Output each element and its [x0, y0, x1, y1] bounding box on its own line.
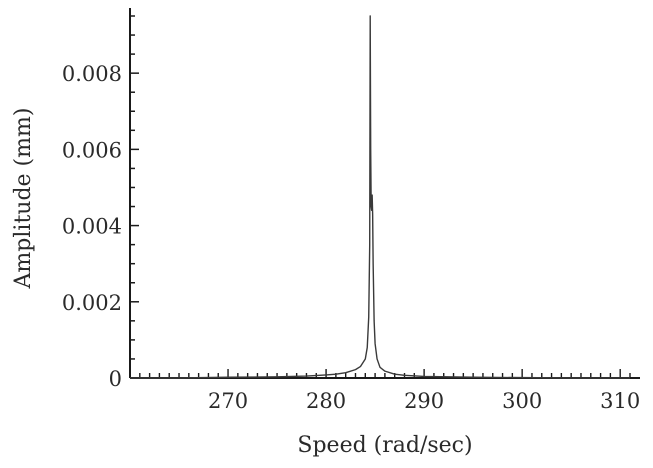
y-tick-label: 0.004: [62, 215, 122, 239]
y-tick-label: 0.002: [62, 291, 122, 315]
y-axis-title: Amplitude (mm): [11, 108, 36, 290]
y-tick-label: 0.006: [62, 138, 122, 162]
x-tick-label: 290: [404, 389, 444, 413]
x-tick-label: 310: [600, 389, 640, 413]
series-layer: [130, 15, 630, 379]
x-axis-title: Speed (rad/sec): [297, 433, 472, 458]
series-line: [130, 15, 630, 379]
x-tick-label: 300: [502, 389, 542, 413]
x-tick-label: 280: [306, 389, 346, 413]
y-tick-label: 0: [109, 367, 122, 391]
x-tick-label: 270: [208, 389, 248, 413]
axes: [129, 8, 640, 379]
y-tick-label: 0.008: [62, 62, 122, 86]
labels-layer: 0 0.002 0.004 0.006 0.008 270 280 290 300 310 Spee…: [11, 62, 640, 458]
